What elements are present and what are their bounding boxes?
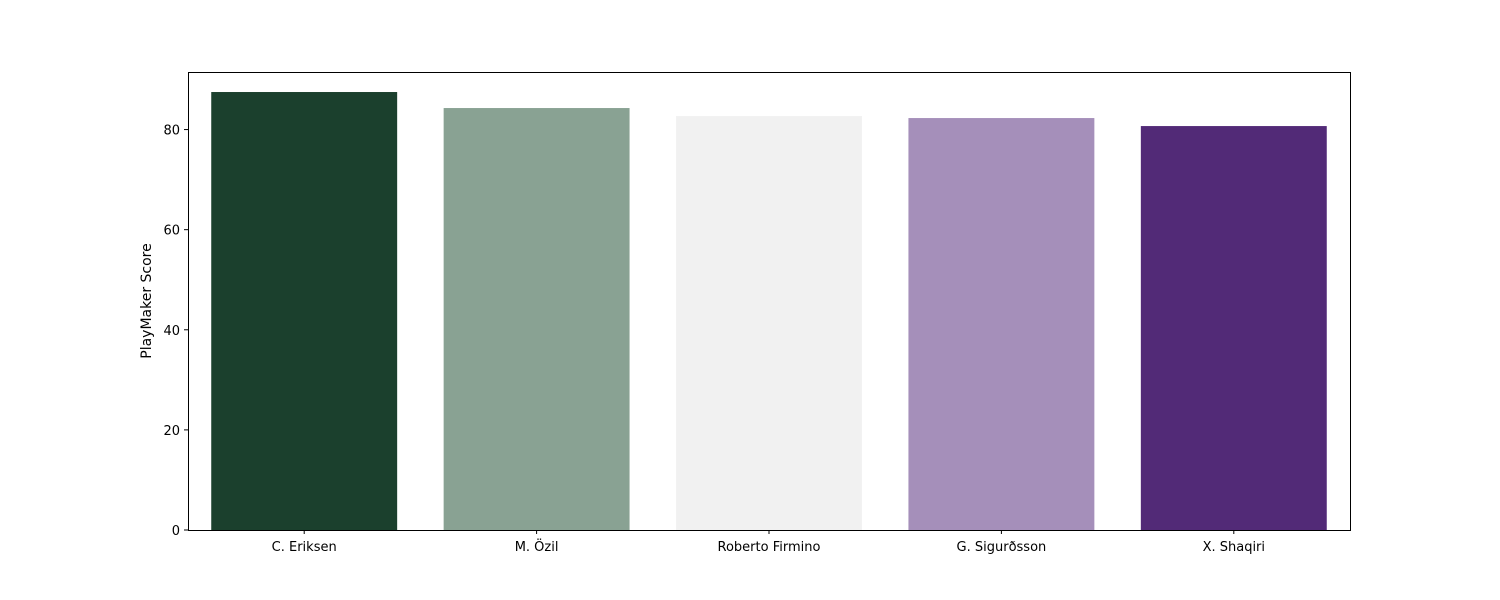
x-tick-label: Roberto Firmino: [718, 540, 821, 555]
x-tick-label: M. Özil: [515, 538, 559, 555]
y-tick-label: 40: [163, 324, 180, 339]
bar-x-shaqiri: [1140, 126, 1327, 530]
bar-c-eriksen: [211, 92, 398, 531]
bar-m-o-zil: [443, 108, 630, 530]
y-tick-label: 0: [172, 524, 180, 539]
x-tick-label: X. Shaqiri: [1203, 540, 1265, 555]
y-axis-label: PlayMaker Score: [139, 243, 155, 359]
axes-layer: C. Eriksen M. Özil Roberto Firmino G. Sigur…: [163, 72, 1351, 555]
y-tick-label: 20: [163, 424, 180, 439]
y-tick-label: 80: [163, 124, 180, 139]
bar-roberto-firmino: [676, 116, 862, 531]
y-tick-label: 60: [163, 224, 180, 239]
bar-g-sigur-sson: [908, 118, 1095, 531]
bars-layer: [211, 92, 1327, 531]
plot-frame: [188, 72, 1351, 531]
x-tick-label: C. Eriksen: [272, 540, 337, 555]
x-tick-label: G. Sigurðsson: [957, 540, 1047, 555]
